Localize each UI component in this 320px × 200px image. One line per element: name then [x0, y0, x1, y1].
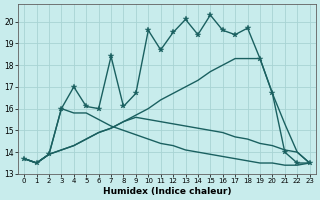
X-axis label: Humidex (Indice chaleur): Humidex (Indice chaleur) [103, 187, 231, 196]
